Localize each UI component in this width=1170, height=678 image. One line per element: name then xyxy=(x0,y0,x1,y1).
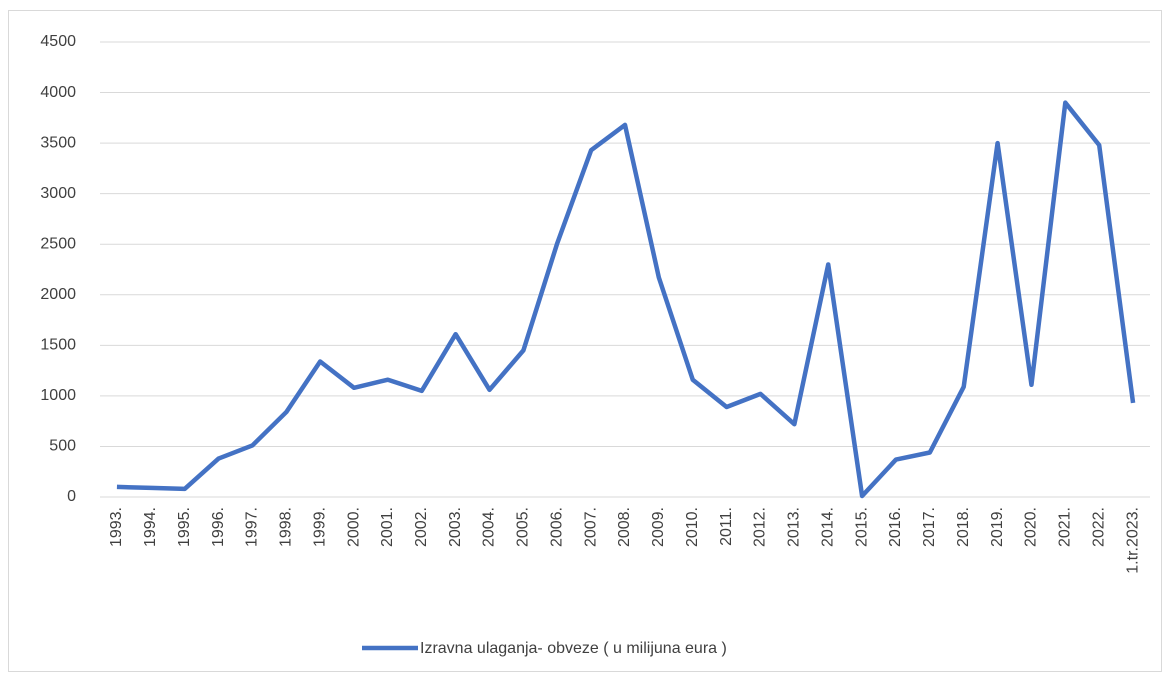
x-tick-label: 2009. xyxy=(650,507,667,547)
x-tick-label: 1997. xyxy=(244,507,261,547)
x-tick-label: 1998. xyxy=(278,507,295,547)
x-tick-label: 2002. xyxy=(413,507,430,547)
data-line xyxy=(116,100,1136,499)
x-tick-label: 2007. xyxy=(582,507,599,547)
x-tick-label: 2001. xyxy=(379,507,396,547)
x-tick-label: 2017. xyxy=(921,507,938,547)
y-tick-label: 3000 xyxy=(40,185,76,202)
y-tick-label: 2000 xyxy=(40,286,76,303)
y-tick-label: 1000 xyxy=(40,387,76,404)
y-tick-label: 500 xyxy=(49,438,76,455)
x-tick-label: 2019. xyxy=(989,507,1006,547)
x-tick-label: 2015. xyxy=(853,507,870,547)
x-tick-label: 2006. xyxy=(548,507,565,547)
y-tick-label: 4500 xyxy=(40,33,76,50)
x-tick-label: 2008. xyxy=(616,507,633,547)
chart-border xyxy=(8,10,1162,672)
x-tick-label: 1995. xyxy=(176,507,193,547)
y-tick-label: 0 xyxy=(67,488,76,505)
x-tick-label: 2016. xyxy=(887,507,904,547)
x-tick-label: 2014. xyxy=(819,507,836,547)
x-tick-label: 2013. xyxy=(786,507,803,547)
x-tick-label: 2005. xyxy=(515,507,532,547)
x-tick-label: 1.tr.2023. xyxy=(1124,507,1141,574)
y-tick-label: 3500 xyxy=(40,134,76,151)
x-tick-label: 2004. xyxy=(481,507,498,547)
x-tick-label: 2000. xyxy=(345,507,362,547)
x-tick-label: 2003. xyxy=(447,507,464,547)
x-tick-label: 2020. xyxy=(1023,507,1040,547)
x-tick-label: 2011. xyxy=(718,507,735,546)
x-tick-label: 2010. xyxy=(684,507,701,547)
y-tick-label: 4000 xyxy=(40,84,76,101)
x-tick-label: 1999. xyxy=(311,507,328,547)
x-tick-label: 1996. xyxy=(210,507,227,547)
x-tick-label: 2022. xyxy=(1090,507,1107,547)
x-tick-label: 1994. xyxy=(142,507,159,547)
x-tick-label: 1993. xyxy=(108,507,125,547)
y-tick-label: 2500 xyxy=(40,235,76,252)
x-tick-label: 2018. xyxy=(955,507,972,547)
x-tick-label: 2012. xyxy=(752,507,769,547)
x-tick-label: 2021. xyxy=(1057,507,1074,547)
legend-label: Izravna ulaganja- obveze ( u milijuna eu… xyxy=(420,640,727,657)
y-tick-label: 1500 xyxy=(40,337,76,354)
